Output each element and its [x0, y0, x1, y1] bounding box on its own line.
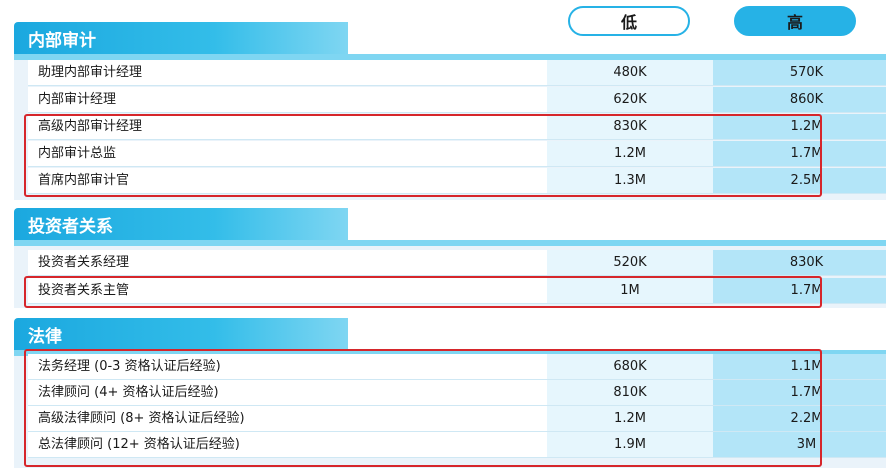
role-cell: 首席内部审计官 — [28, 168, 547, 194]
low-column-header: 低 — [568, 6, 690, 36]
section-internal-audit: 内部审计 助理内部审计经理 480K 570K 内部审计经理 620K 860K… — [14, 22, 886, 200]
section-title: 内部审计 — [14, 22, 348, 54]
low-salary-cell: 830K — [547, 114, 713, 140]
low-salary-cell: 810K — [547, 380, 713, 406]
low-salary-cell: 480K — [547, 60, 713, 86]
section-title: 投资者关系 — [14, 208, 348, 240]
low-salary-cell: 1.3M — [547, 168, 713, 194]
table-row: 投资者关系主管 1M 1.7M — [28, 278, 886, 304]
high-salary-cell: 570K — [713, 60, 886, 86]
section-divider — [14, 350, 886, 356]
low-salary-cell: 620K — [547, 87, 713, 113]
role-cell: 法律顾问 (4+ 资格认证后经验) — [28, 380, 547, 406]
table-row: 法务经理 (0-3 资格认证后经验) 680K 1.1M — [28, 354, 886, 380]
low-salary-cell: 520K — [547, 250, 713, 276]
role-cell: 内部审计经理 — [28, 87, 547, 113]
section-legal: 法律 法务经理 (0-3 资格认证后经验) 680K 1.1M 法律顾问 (4+… — [14, 318, 886, 468]
high-salary-cell: 1.2M — [713, 114, 886, 140]
high-salary-cell: 830K — [713, 250, 886, 276]
low-salary-cell: 1.9M — [547, 432, 713, 458]
high-column-header: 高 — [734, 6, 856, 36]
role-cell: 助理内部审计经理 — [28, 60, 547, 86]
high-salary-cell: 2.5M — [713, 168, 886, 194]
table-row: 首席内部审计官 1.3M 2.5M — [28, 168, 886, 194]
table-row: 投资者关系经理 520K 830K — [28, 250, 886, 276]
high-salary-cell: 1.1M — [713, 354, 886, 380]
table-row: 法律顾问 (4+ 资格认证后经验) 810K 1.7M — [28, 380, 886, 406]
high-salary-cell: 1.7M — [713, 380, 886, 406]
table-row: 内部审计总监 1.2M 1.7M — [28, 141, 886, 167]
low-salary-cell: 1.2M — [547, 141, 713, 167]
section-investor-relations: 投资者关系 投资者关系经理 520K 830K 投资者关系主管 1M 1.7M — [14, 208, 886, 308]
high-salary-cell: 860K — [713, 87, 886, 113]
section-title: 法律 — [14, 318, 348, 350]
high-salary-cell: 2.2M — [713, 406, 886, 432]
role-cell: 内部审计总监 — [28, 141, 547, 167]
role-cell: 法务经理 (0-3 资格认证后经验) — [28, 354, 547, 380]
table-row: 高级内部审计经理 830K 1.2M — [28, 114, 886, 140]
low-salary-cell: 680K — [547, 354, 713, 380]
role-cell: 高级法律顾问 (8+ 资格认证后经验) — [28, 406, 547, 432]
role-cell: 投资者关系经理 — [28, 250, 547, 276]
low-salary-cell: 1.2M — [547, 406, 713, 432]
table-row: 高级法律顾问 (8+ 资格认证后经验) 1.2M 2.2M — [28, 406, 886, 432]
table-row: 内部审计经理 620K 860K — [28, 87, 886, 113]
role-cell: 高级内部审计经理 — [28, 114, 547, 140]
table-row: 助理内部审计经理 480K 570K — [28, 60, 886, 86]
role-cell: 投资者关系主管 — [28, 278, 547, 304]
low-salary-cell: 1M — [547, 278, 713, 304]
section-divider — [14, 54, 886, 60]
role-cell: 总法律顾问 (12+ 资格认证后经验) — [28, 432, 547, 458]
high-salary-cell: 3M — [713, 432, 886, 458]
high-salary-cell: 1.7M — [713, 141, 886, 167]
high-salary-cell: 1.7M — [713, 278, 886, 304]
table-row: 总法律顾问 (12+ 资格认证后经验) 1.9M 3M — [28, 432, 886, 458]
section-divider — [14, 240, 886, 246]
